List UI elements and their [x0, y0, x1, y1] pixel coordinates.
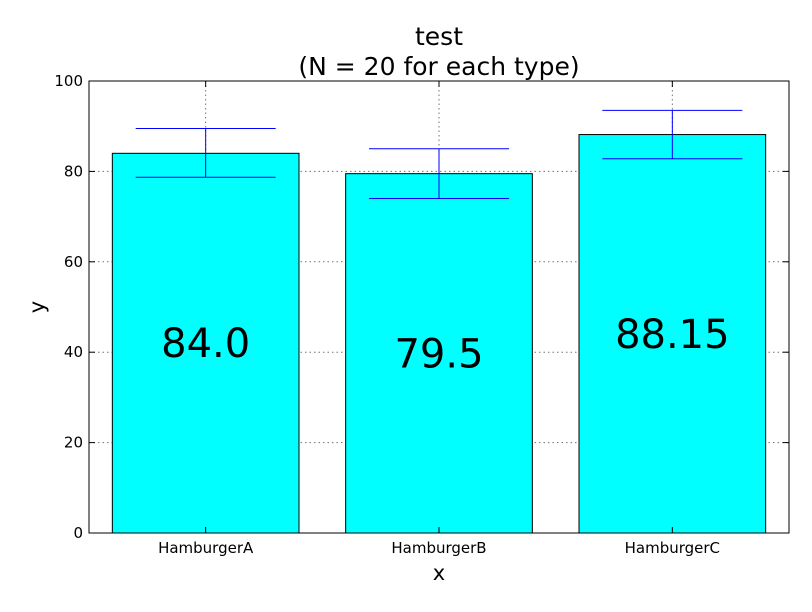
chart-title-line-1: test — [415, 22, 463, 51]
y-tick-label: 80 — [64, 162, 83, 180]
x-tick-label: HamburgerA — [158, 539, 254, 557]
y-axis-label: y — [25, 301, 49, 313]
y-tick-label: 100 — [54, 72, 83, 90]
chart-title-line-2: (N = 20 for each type) — [298, 52, 579, 81]
bar-HamburgerB — [345, 173, 533, 534]
x-tick-label: HamburgerB — [391, 539, 486, 557]
tick-layer: 0 20 40 60 80 100 HamburgerA HamburgerB Hamburge… — [54, 72, 789, 557]
data-label-HamburgerB: 79.5 — [394, 331, 483, 377]
y-tick-label: 60 — [64, 253, 83, 271]
error-bar-layer — [135, 109, 743, 200]
y-tick-label: 40 — [64, 343, 83, 361]
bar-layer — [111, 134, 767, 534]
y-tick-label: 20 — [64, 434, 83, 452]
data-label-HamburgerC: 88.15 — [615, 312, 730, 358]
plot-frame — [88, 80, 790, 534]
x-axis-label: x — [433, 561, 445, 585]
x-tick-label: HamburgerC — [625, 539, 720, 557]
y-tick-label: 0 — [73, 524, 83, 542]
data-label-HamburgerA: 84.0 — [161, 321, 250, 367]
data-label-layer: 84.0 79.5 88.15 — [161, 312, 729, 378]
